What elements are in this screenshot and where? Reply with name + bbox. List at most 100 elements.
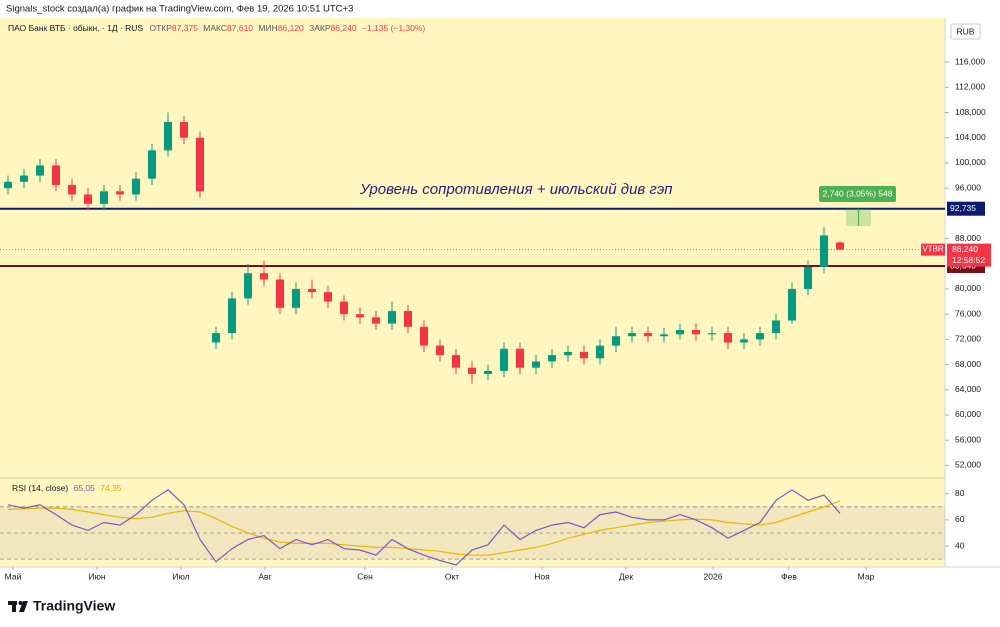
rsi-value: 65,05 [74, 483, 96, 493]
x-tick-label: Дек [619, 571, 633, 581]
y-tick-label: 88,000 [955, 233, 981, 243]
y-tick-label: 76,000 [955, 308, 981, 318]
measure-label-box [819, 186, 896, 202]
candle-body [724, 333, 732, 343]
y-tick-label: 108,000 [955, 107, 986, 117]
candle-body [148, 150, 156, 179]
candle-body [564, 351, 572, 356]
candle-body [164, 121, 172, 151]
candle-body [772, 320, 780, 334]
candle-body [596, 345, 604, 359]
candle-body [52, 165, 60, 185]
rsi-line [7, 489, 841, 566]
last-symbol: VTBR [922, 245, 944, 254]
level-label: 92,735 [950, 203, 976, 213]
candle-body [820, 235, 828, 267]
candle-body [516, 348, 524, 368]
y-tick-label: 80,000 [955, 283, 981, 293]
logo-part [19, 601, 28, 612]
pane-background [0, 18, 945, 567]
last-price-box [947, 243, 991, 267]
candle-body [324, 292, 332, 302]
y-tick-label: 112,000 [955, 82, 985, 92]
y-tick-label: 96,000 [955, 182, 981, 192]
rsi-tick-label: 40 [955, 540, 965, 550]
candle-body [468, 367, 476, 375]
x-tick-label: Мар [858, 571, 875, 581]
candle-body [356, 314, 364, 318]
currency: RUB [957, 26, 975, 36]
candle-body [548, 355, 556, 362]
candle-body [292, 288, 300, 308]
candle-body [452, 355, 460, 368]
candle-body [420, 326, 428, 346]
candle-body [388, 311, 396, 324]
last-price-label: 86,240 [952, 244, 978, 254]
open-label: ОТКР [149, 23, 172, 33]
y-tick-label: 56,000 [955, 434, 981, 444]
candle-body [276, 279, 284, 308]
countdown: 12:58:52 [952, 255, 985, 265]
change: −1,135 (−1,30%) [362, 23, 425, 33]
brand: TradingView [33, 598, 115, 614]
ohlc-header: ПАО Банк ВТБ · обыкн. · 1Д · RUS ОТКР87,… [8, 23, 425, 33]
annotation: Уровень сопротивления + июльский див гэп [359, 181, 672, 198]
candle-body [180, 121, 188, 138]
candle-body [836, 242, 844, 250]
close-value: 86,240 [331, 23, 357, 33]
currency-box[interactable] [950, 23, 981, 40]
candle-body [644, 333, 652, 337]
high-value: 87,610 [227, 23, 253, 33]
candle-body [84, 194, 92, 204]
y-tick-label: 60,000 [955, 409, 981, 419]
rsi-ma-value: 74,35 [100, 483, 122, 493]
x-tick-label: Июн [88, 571, 105, 581]
candle-body [132, 178, 140, 195]
y-tick-label: 100,000 [955, 157, 986, 167]
rsi-ma-line [7, 500, 841, 556]
symbol: ПАО Банк ВТБ · обыкн. · 1Д · RUS [8, 23, 143, 33]
logo-part [12, 601, 16, 612]
candle-body [756, 333, 764, 340]
candle-body [196, 137, 204, 192]
open-value: 87,375 [172, 23, 198, 33]
rsi-label: RSI (14, close) [12, 483, 68, 493]
candle-body [612, 336, 620, 346]
x-tick-label: Окт [445, 571, 459, 581]
x-tick-label: Сен [357, 571, 373, 581]
candle-body [676, 329, 684, 335]
high-label: МАКС [203, 23, 227, 33]
x-tick-label: Фев [781, 571, 797, 581]
y-tick-label: 64,000 [955, 384, 981, 394]
candle-body [244, 273, 252, 299]
brand-logo [8, 601, 28, 612]
rsi-tick-label: 60 [955, 514, 965, 524]
candle-body [436, 345, 444, 356]
y-tick-label: 52,000 [955, 460, 981, 470]
caption: Signals_stock создал(а) график на Tradin… [6, 4, 353, 15]
candle-body [788, 288, 796, 321]
y-tick-label: 72,000 [955, 334, 981, 344]
candle-body [404, 311, 412, 327]
candle-body [308, 288, 316, 293]
x-tick-label: Ноя [534, 571, 550, 581]
candle-body [36, 165, 44, 176]
y-tick-label: 104,000 [955, 132, 986, 142]
low-value: 86,120 [278, 23, 304, 33]
candle-body [372, 317, 380, 324]
candle-body [708, 333, 716, 335]
candle-body [660, 334, 668, 337]
candle-body [692, 329, 700, 335]
candle-body [500, 348, 508, 371]
rsi-header: RSI (14, close) 65,05 74,35 [12, 483, 122, 493]
y-tick-label: 68,000 [955, 359, 981, 369]
candle-body [116, 191, 124, 195]
logo-part [18, 601, 23, 605]
y-tick-label: 116,000 [955, 56, 985, 66]
close-label: ЗАКР [309, 23, 331, 33]
candle-body [100, 191, 108, 204]
candle-body [804, 266, 812, 289]
candle-body [532, 361, 540, 368]
x-tick-label: Авг [258, 571, 271, 581]
candle-body [740, 339, 748, 343]
